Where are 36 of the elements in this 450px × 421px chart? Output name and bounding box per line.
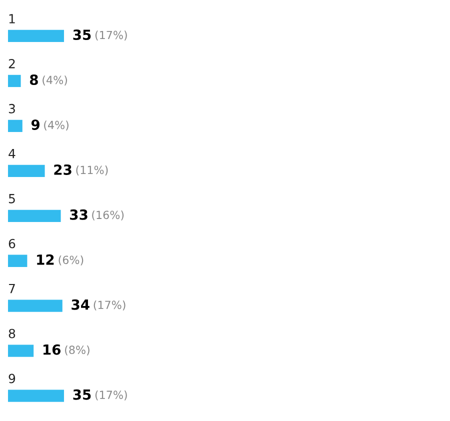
- y-tick-label: 5: [8, 194, 15, 204]
- annotation: (11%): [76, 166, 108, 176]
- y-tick-label: 2: [8, 58, 15, 68]
- annotation: (6%): [58, 256, 84, 266]
- bar: [8, 390, 64, 402]
- bar: [8, 74, 21, 88]
- data-label: 9: [31, 119, 40, 130]
- data-label: 35: [73, 30, 91, 40]
- y-tick-label: 4: [8, 149, 16, 158]
- data-label: 12: [37, 254, 54, 265]
- data-label: 8: [30, 74, 38, 85]
- annotation: (17%): [95, 390, 127, 400]
- data-label: 35: [73, 389, 91, 400]
- data-label: 33: [70, 209, 88, 220]
- bar: [8, 30, 64, 42]
- y-tick-label: 3: [8, 104, 15, 114]
- annotation: (17%): [94, 300, 126, 310]
- annotation: (16%): [92, 210, 124, 220]
- bar: [8, 300, 62, 312]
- data-label: 23: [54, 164, 72, 175]
- bar: [8, 254, 28, 267]
- annotation: (17%): [95, 30, 127, 41]
- bar: [8, 120, 22, 132]
- bar: [8, 164, 45, 177]
- data-label: 16: [44, 344, 61, 355]
- annotation: (4%): [44, 120, 68, 130]
- y-tick-label: 8: [8, 328, 16, 338]
- annotation: (8%): [65, 345, 90, 356]
- bar: [8, 344, 34, 357]
- y-tick-label: 6: [8, 238, 16, 248]
- y-tick-label: 7: [9, 284, 15, 294]
- y-tick-label: 9: [8, 374, 16, 384]
- annotation: (4%): [42, 76, 68, 86]
- data-label: 34: [72, 299, 90, 310]
- y-tick-label: 1: [9, 14, 15, 24]
- bar: [8, 210, 61, 222]
